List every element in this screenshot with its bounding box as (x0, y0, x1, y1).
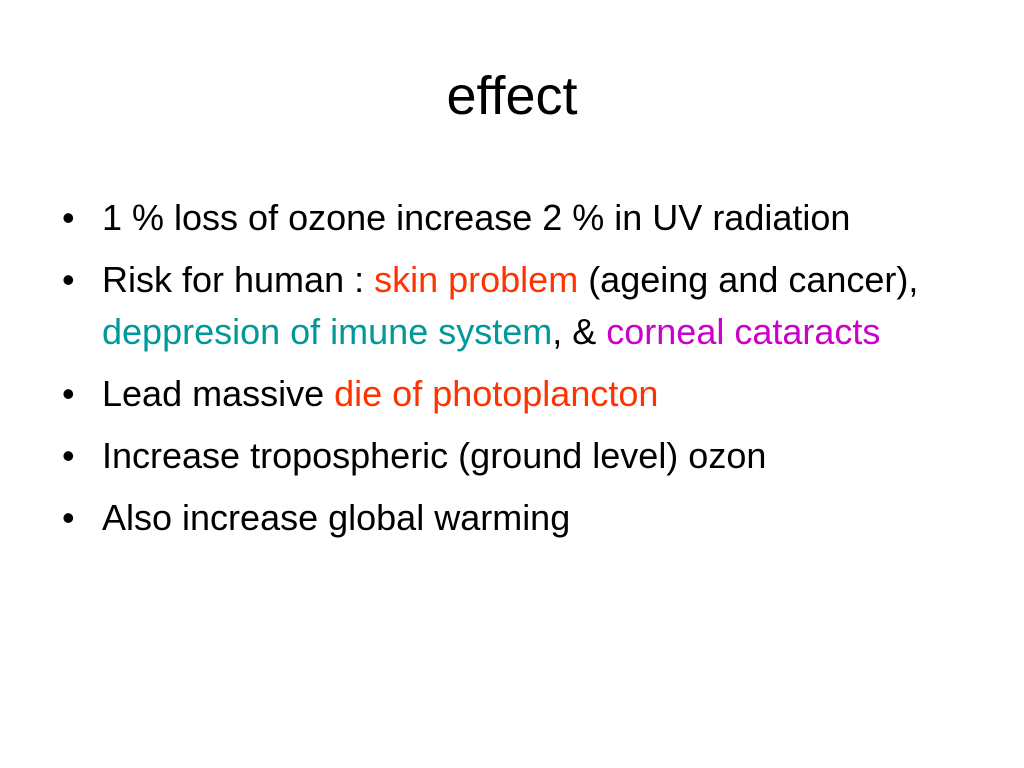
bullet-text: Increase tropospheric (ground level) ozo… (102, 435, 767, 476)
bullet-marker: • (62, 373, 75, 414)
bullet-item: • Lead massive die of photoplancton (62, 368, 982, 420)
bullet-list: • 1 % loss of ozone increase 2 % in UV r… (62, 192, 982, 554)
bullet-item: • Risk for human : skin problem (ageing … (62, 254, 982, 358)
highlight-immune-system: deppresion of imune system (102, 311, 553, 352)
bullet-item: • Increase tropospheric (ground level) o… (62, 430, 982, 482)
bullet-item: • Also increase global warming (62, 492, 982, 544)
bullet-marker: • (62, 197, 75, 238)
slide-title: effect (446, 66, 578, 126)
bullet-marker: • (62, 497, 75, 538)
bullet-marker: • (62, 259, 75, 300)
bullet-marker: • (62, 435, 75, 476)
bullet-text: Risk for human : (102, 259, 375, 300)
bullet-text: 1 % loss of ozone increase 2 % in UV rad… (102, 197, 851, 238)
bullet-text: (ageing and cancer), (578, 259, 919, 300)
bullet-text: Also increase global warming (102, 497, 571, 538)
bullet-text: Lead massive (102, 373, 335, 414)
highlight-skin-problem: skin problem (374, 259, 579, 300)
highlight-photoplancton: die of photoplancton (334, 373, 659, 414)
highlight-corneal-cataracts: corneal cataracts (606, 311, 881, 352)
bullet-item: • 1 % loss of ozone increase 2 % in UV r… (62, 192, 982, 244)
bullet-text: , & (552, 311, 607, 352)
